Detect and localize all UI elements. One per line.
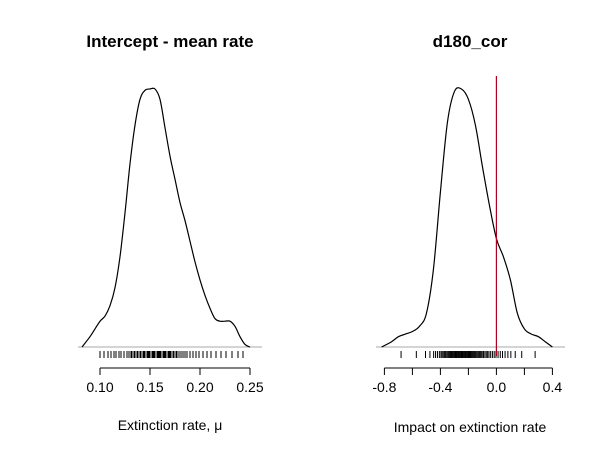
x-tick-label: 0.20 — [186, 379, 213, 395]
chart-title: Intercept - mean rate — [86, 32, 253, 51]
x-axis-ticks: -0.8 -0.4 0.0 0.4 — [372, 368, 562, 395]
density-curve-d180 — [381, 87, 553, 348]
x-tick-label: 0.25 — [236, 379, 263, 395]
left-density-panel: 0.10 0.15 0.20 0.25 Intercept - mean rate E… — [78, 32, 264, 433]
x-tick-label: -0.4 — [428, 379, 452, 395]
rug-marks-intercept — [99, 351, 244, 358]
x-tick-label: 0.15 — [136, 379, 163, 395]
rug-marks-d180 — [400, 351, 536, 358]
x-tick-label: 0.4 — [543, 379, 563, 395]
chart-title: d180_cor — [433, 32, 508, 51]
right-density-panel: -0.8 -0.4 0.0 0.4 d180_cor Impact on extinc… — [372, 32, 565, 435]
x-axis-label: Impact on extinction rate — [394, 419, 547, 435]
x-axis-label: Extinction rate, μ — [118, 417, 223, 433]
density-curve-intercept — [81, 87, 251, 348]
x-tick-label: 0.0 — [487, 379, 507, 395]
x-tick-label: -0.8 — [372, 379, 396, 395]
x-axis-ticks: 0.10 0.15 0.20 0.25 — [86, 368, 264, 395]
x-tick-label: 0.10 — [86, 379, 113, 395]
